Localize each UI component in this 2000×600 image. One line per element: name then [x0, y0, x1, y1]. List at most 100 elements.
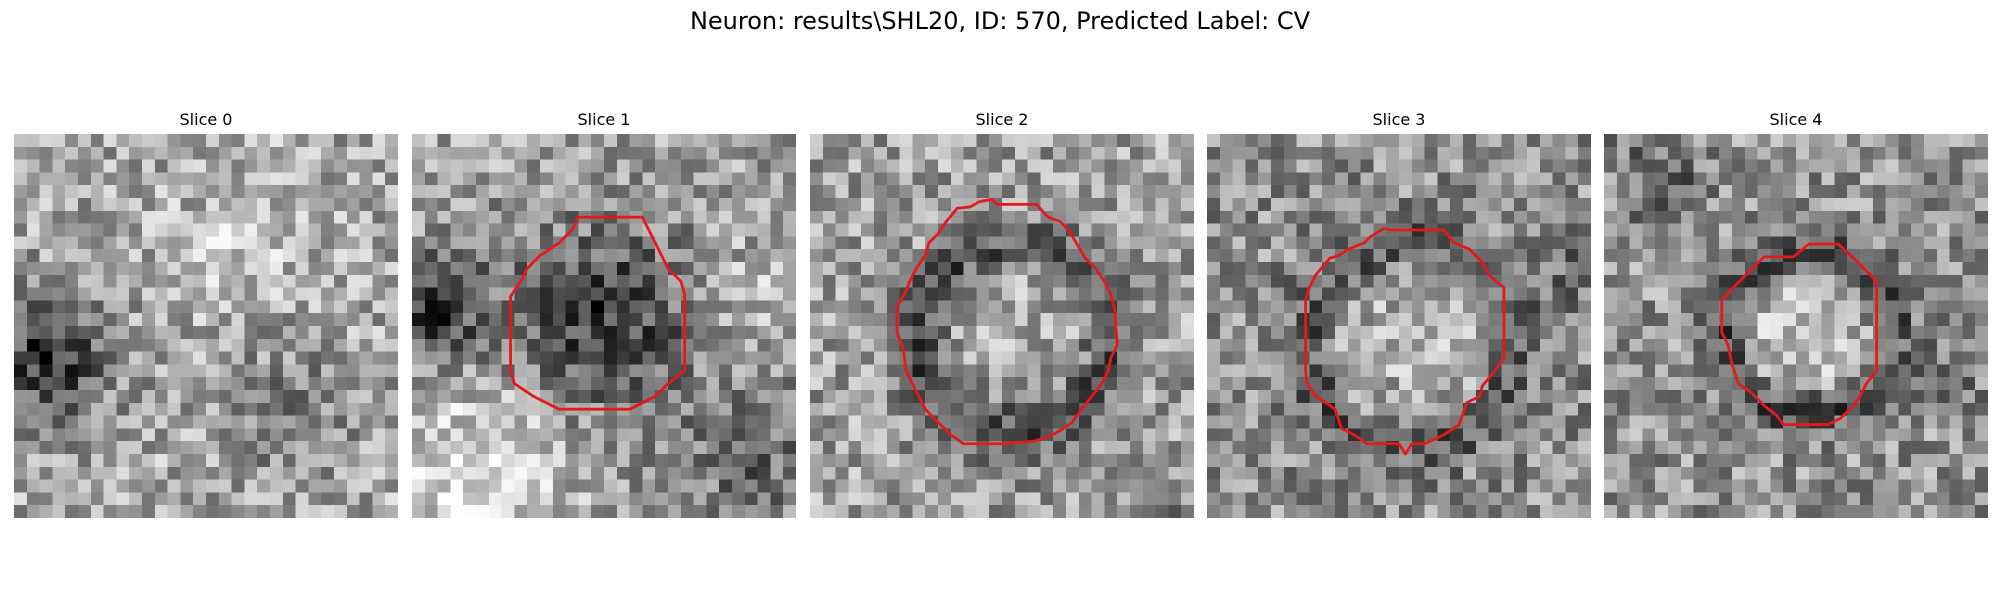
pixel — [385, 134, 398, 148]
pixel — [1027, 466, 1041, 480]
pixel — [706, 185, 720, 199]
pixel — [78, 428, 92, 442]
pixel — [1373, 338, 1387, 352]
pixel — [1706, 377, 1720, 391]
pixel — [938, 185, 952, 199]
pixel — [90, 479, 104, 493]
pixel — [719, 274, 733, 288]
pixel — [65, 313, 79, 327]
pixel — [52, 287, 66, 301]
pixel — [1373, 134, 1387, 148]
pixel — [450, 454, 464, 468]
pixel — [1616, 300, 1630, 314]
pixel — [142, 466, 156, 480]
pixel — [1757, 146, 1771, 160]
pixel — [231, 146, 245, 160]
pixel — [39, 492, 53, 506]
pixel — [874, 223, 888, 237]
pixel — [680, 390, 694, 404]
pixel — [1693, 249, 1707, 263]
pixel — [1898, 479, 1912, 493]
pixel — [1437, 274, 1451, 288]
pixel — [732, 223, 746, 237]
pixel — [1181, 390, 1194, 404]
pixel — [629, 415, 643, 429]
pixel — [26, 198, 40, 212]
pixel — [950, 300, 964, 314]
pixel — [295, 300, 309, 314]
pixel — [899, 492, 913, 506]
pixel — [1744, 492, 1758, 506]
pixel — [527, 210, 541, 224]
pixel — [1322, 492, 1336, 506]
pixel — [1732, 479, 1746, 493]
pixel — [1142, 313, 1156, 327]
pixel — [1821, 198, 1835, 212]
pixel — [1936, 479, 1950, 493]
pixel — [925, 377, 939, 391]
pixel — [1027, 402, 1041, 416]
pixel — [78, 198, 92, 212]
pixel — [565, 249, 579, 263]
pixel — [142, 210, 156, 224]
pixel — [1539, 262, 1553, 276]
pixel — [1283, 172, 1297, 186]
pixel — [1463, 428, 1477, 442]
pixel — [1219, 364, 1233, 378]
pixel — [912, 236, 926, 250]
pixel — [1732, 198, 1746, 212]
pixel — [1053, 441, 1067, 455]
pixel — [1770, 364, 1784, 378]
pixel — [206, 249, 220, 263]
pixel — [1949, 249, 1963, 263]
pixel — [372, 492, 386, 506]
pixel — [744, 428, 758, 442]
pixel — [1040, 454, 1054, 468]
pixel — [180, 492, 194, 506]
pixel — [629, 326, 643, 340]
pixel — [527, 172, 541, 186]
pixel — [886, 377, 900, 391]
pixel — [1283, 236, 1297, 250]
pixel — [1655, 159, 1669, 173]
pixel — [1219, 505, 1233, 518]
pixel — [1527, 262, 1541, 276]
pixel — [1104, 441, 1118, 455]
pixel — [1808, 262, 1822, 276]
pixel — [668, 146, 682, 160]
pixel — [244, 236, 258, 250]
pixel — [1732, 326, 1746, 340]
pixel — [1335, 466, 1349, 480]
pixel — [1463, 134, 1477, 148]
pixel — [244, 210, 258, 224]
pixel — [26, 249, 40, 263]
pixel — [629, 198, 643, 212]
pixel — [1578, 313, 1591, 327]
pixel — [1360, 210, 1374, 224]
pixel — [604, 364, 618, 378]
pixel — [450, 236, 464, 250]
pixel — [963, 415, 977, 429]
pixel — [476, 377, 490, 391]
pixel — [925, 210, 939, 224]
pixel — [1207, 441, 1221, 455]
pixel — [321, 287, 335, 301]
pixel — [719, 454, 733, 468]
pixel — [257, 159, 271, 173]
pixel — [385, 390, 398, 404]
pixel — [1104, 402, 1118, 416]
pixel — [385, 351, 398, 365]
pixel — [39, 287, 53, 301]
pixel — [1847, 505, 1861, 518]
pixel — [810, 326, 824, 340]
pixel — [1719, 262, 1733, 276]
pixel — [810, 198, 824, 212]
pixel — [450, 146, 464, 160]
pixel — [1744, 364, 1758, 378]
pixel — [218, 454, 232, 468]
pixel — [1604, 146, 1618, 160]
pixel — [616, 454, 630, 468]
pixel — [1962, 287, 1976, 301]
pixel — [642, 274, 656, 288]
pixel — [1360, 466, 1374, 480]
